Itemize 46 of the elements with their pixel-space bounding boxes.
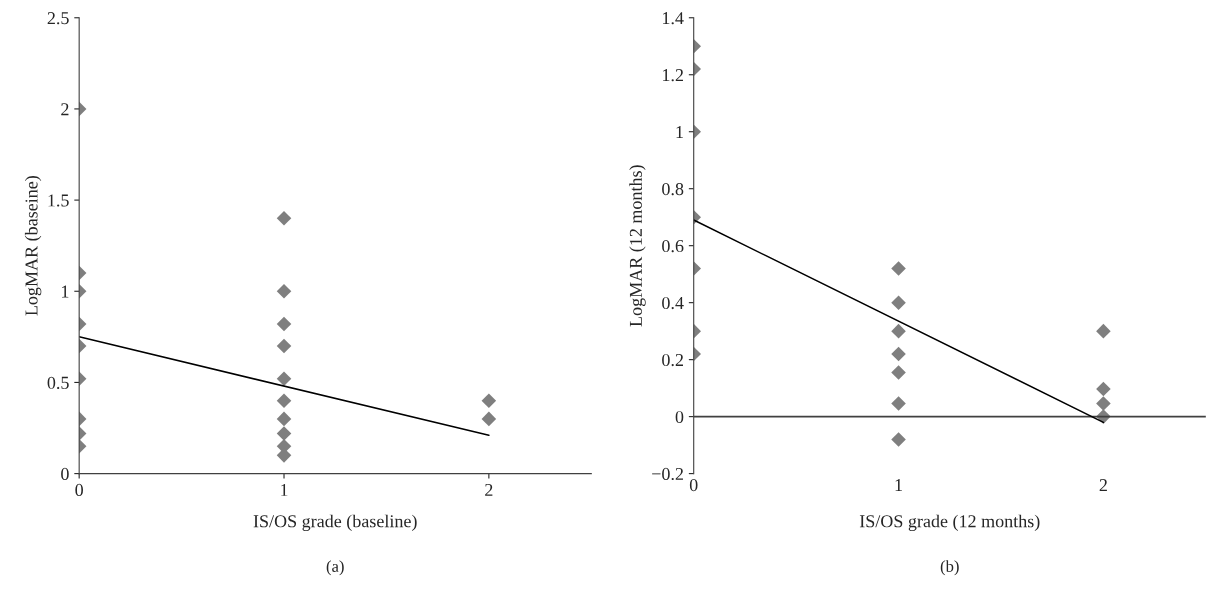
y-tick-label: 0.6	[662, 239, 684, 253]
y-tick-label: 1	[676, 126, 683, 138]
y-axis-title: LogMAR (baseine)	[24, 176, 42, 316]
x-tick-label: 0	[75, 483, 83, 497]
y-tick-label: 0.4	[662, 296, 684, 310]
point	[276, 211, 292, 226]
y-tick-label: 2.5	[47, 12, 69, 25]
point	[891, 323, 906, 339]
point	[1096, 323, 1111, 339]
point	[276, 448, 292, 463]
y-tick-label: 1.5	[48, 194, 69, 207]
point	[276, 338, 292, 354]
x-axis-title: IS/OS grade (baseline)	[253, 514, 417, 532]
y-tick-label: 2	[61, 103, 69, 116]
y-tick-label: −0.2	[652, 467, 683, 481]
y-tick-label: 0.8	[662, 182, 684, 196]
y-tick-label: 0.2	[662, 353, 683, 367]
y-tick-label: 0	[61, 467, 69, 481]
y-tick-label: 1.4	[663, 12, 684, 25]
point	[276, 411, 292, 427]
point	[891, 295, 906, 310]
point	[276, 283, 292, 299]
point	[891, 261, 906, 276]
x-tick-label: 1	[281, 483, 288, 496]
x-axis-title: IS/OS grade (12 months)	[859, 514, 1040, 532]
y-tick-label: 0.5	[47, 376, 69, 389]
point	[276, 393, 292, 408]
point	[1096, 396, 1111, 411]
x-tick-label: 1	[895, 479, 902, 491]
y-tick-label: 1	[62, 285, 69, 298]
point	[891, 365, 906, 380]
point	[1096, 381, 1111, 397]
y-tick-label: 0	[675, 410, 684, 424]
y-tick-label: 1.2	[663, 69, 683, 82]
point	[276, 426, 292, 441]
point	[891, 346, 906, 362]
point	[891, 396, 906, 411]
y-axis-title: LogMAR (12 months)	[629, 165, 646, 327]
text: (a)	[326, 560, 344, 576]
point	[276, 316, 292, 332]
x-tick-label: 2	[485, 483, 493, 496]
x-tick-label: 2	[1099, 479, 1107, 491]
point	[891, 432, 906, 447]
point	[276, 371, 292, 387]
x-tick-label: 0	[689, 478, 698, 492]
text: (b)	[940, 560, 959, 576]
